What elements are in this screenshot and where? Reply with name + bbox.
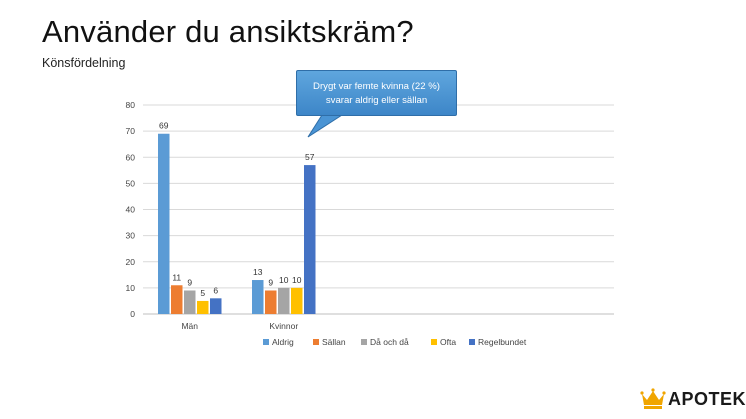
callout-box: Drygt var femte kvinna (22 %) svarar ald…: [296, 70, 457, 116]
legend-swatch: [313, 339, 319, 345]
legend-label: Aldrig: [272, 337, 294, 347]
crown-icon: [640, 388, 666, 409]
data-label: 9: [268, 277, 273, 287]
data-label: 5: [200, 288, 205, 298]
legend-label: Då och då: [370, 337, 409, 347]
data-label: 6: [213, 285, 218, 295]
y-tick-label: 30: [126, 231, 136, 241]
x-tick-label: Kvinnor: [269, 321, 298, 331]
logo-text: APOTEK: [668, 388, 746, 409]
bar: [184, 290, 196, 314]
data-label: 11: [172, 272, 181, 282]
page-subtitle: Könsfördelning: [42, 56, 126, 70]
bar: [158, 133, 170, 314]
bar: [171, 285, 183, 314]
data-label: 10: [279, 275, 289, 285]
bar: [265, 290, 277, 314]
callout-pointer: [307, 114, 344, 138]
bar: [210, 298, 222, 314]
data-label: 10: [292, 275, 302, 285]
y-tick-label: 70: [126, 126, 136, 136]
legend-label: Sällan: [322, 337, 346, 347]
y-tick-label: 10: [126, 283, 136, 293]
y-tick-label: 50: [126, 178, 136, 188]
legend-swatch: [431, 339, 437, 345]
y-tick-label: 60: [126, 152, 136, 162]
apotek-logo: APOTEK: [640, 386, 746, 412]
legend-swatch: [263, 339, 269, 345]
bar: [291, 287, 303, 314]
legend-label: Ofta: [440, 337, 456, 347]
legend-swatch: [361, 339, 367, 345]
y-tick-label: 40: [126, 205, 136, 215]
bar: [197, 300, 209, 314]
data-label: 13: [253, 267, 263, 277]
y-tick-label: 20: [126, 257, 136, 267]
page-title: Använder du ansiktskräm?: [42, 14, 414, 49]
bar: [278, 287, 290, 314]
bar: [304, 165, 316, 314]
legend-label: Regelbundet: [478, 337, 527, 347]
legend-swatch: [469, 339, 475, 345]
callout-line-1: Drygt var femte kvinna (22 %): [313, 81, 440, 92]
data-label: 9: [187, 277, 192, 287]
data-label: 57: [305, 152, 315, 162]
y-tick-label: 0: [130, 309, 135, 319]
bar: [252, 280, 264, 314]
callout-line-2: svarar aldrig eller sällan: [325, 95, 428, 106]
x-tick-label: Män: [181, 321, 198, 331]
data-label: 69: [159, 121, 169, 131]
y-tick-label: 80: [126, 100, 136, 110]
